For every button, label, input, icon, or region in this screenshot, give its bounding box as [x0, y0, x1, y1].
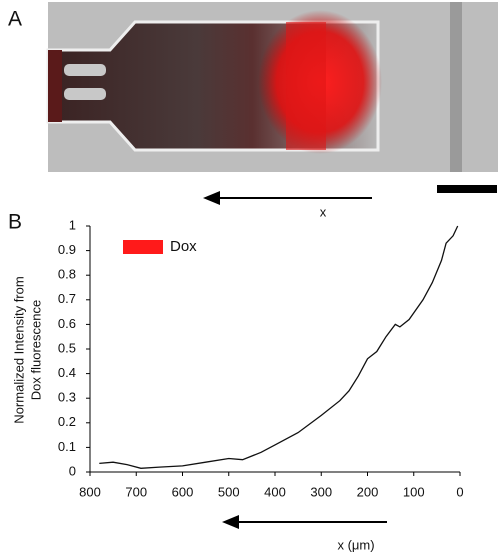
arrow: [222, 515, 387, 529]
y-tick-label: 0.6: [58, 316, 76, 331]
y-tick-label: 0: [69, 463, 76, 478]
x-axis-label: x (μm): [337, 537, 374, 552]
x-tick-label: 400: [264, 484, 286, 499]
y-tick-label: 1: [69, 217, 76, 232]
legend-label: Dox: [170, 238, 197, 255]
legend-swatch: [123, 240, 163, 254]
y-tick-label: 0.1: [58, 439, 76, 454]
panel-label: B: [8, 211, 22, 234]
microscopy-image: [46, 2, 498, 172]
y-axis-label: Dox fluorescence: [28, 300, 43, 400]
x-tick-label: 100: [403, 484, 425, 499]
arrow: [203, 191, 372, 205]
x-tick-label: 500: [218, 484, 240, 499]
y-tick-label: 0.2: [58, 414, 76, 429]
x-tick-label: 200: [357, 484, 379, 499]
y-tick-label: 0.9: [58, 242, 76, 257]
y-tick-label: 0.8: [58, 267, 76, 282]
y-axis-label: Normalized Intensity from: [11, 276, 26, 423]
y-tick-label: 0.7: [58, 291, 76, 306]
x-tick-label: 0: [456, 484, 463, 499]
x-tick-label: 600: [172, 484, 194, 499]
data-line: [99, 225, 459, 469]
x-tick-label: 800: [79, 484, 101, 499]
x-tick-label: 300: [310, 484, 332, 499]
y-tick-label: 0.5: [58, 340, 76, 355]
y-tick-label: 0.3: [58, 390, 76, 405]
x-tick-label: 700: [125, 484, 147, 499]
arrow-label: x: [320, 204, 327, 219]
scale-bar: [437, 185, 497, 193]
y-tick-label: 0.4: [58, 365, 76, 380]
panel-label: A: [8, 8, 22, 31]
